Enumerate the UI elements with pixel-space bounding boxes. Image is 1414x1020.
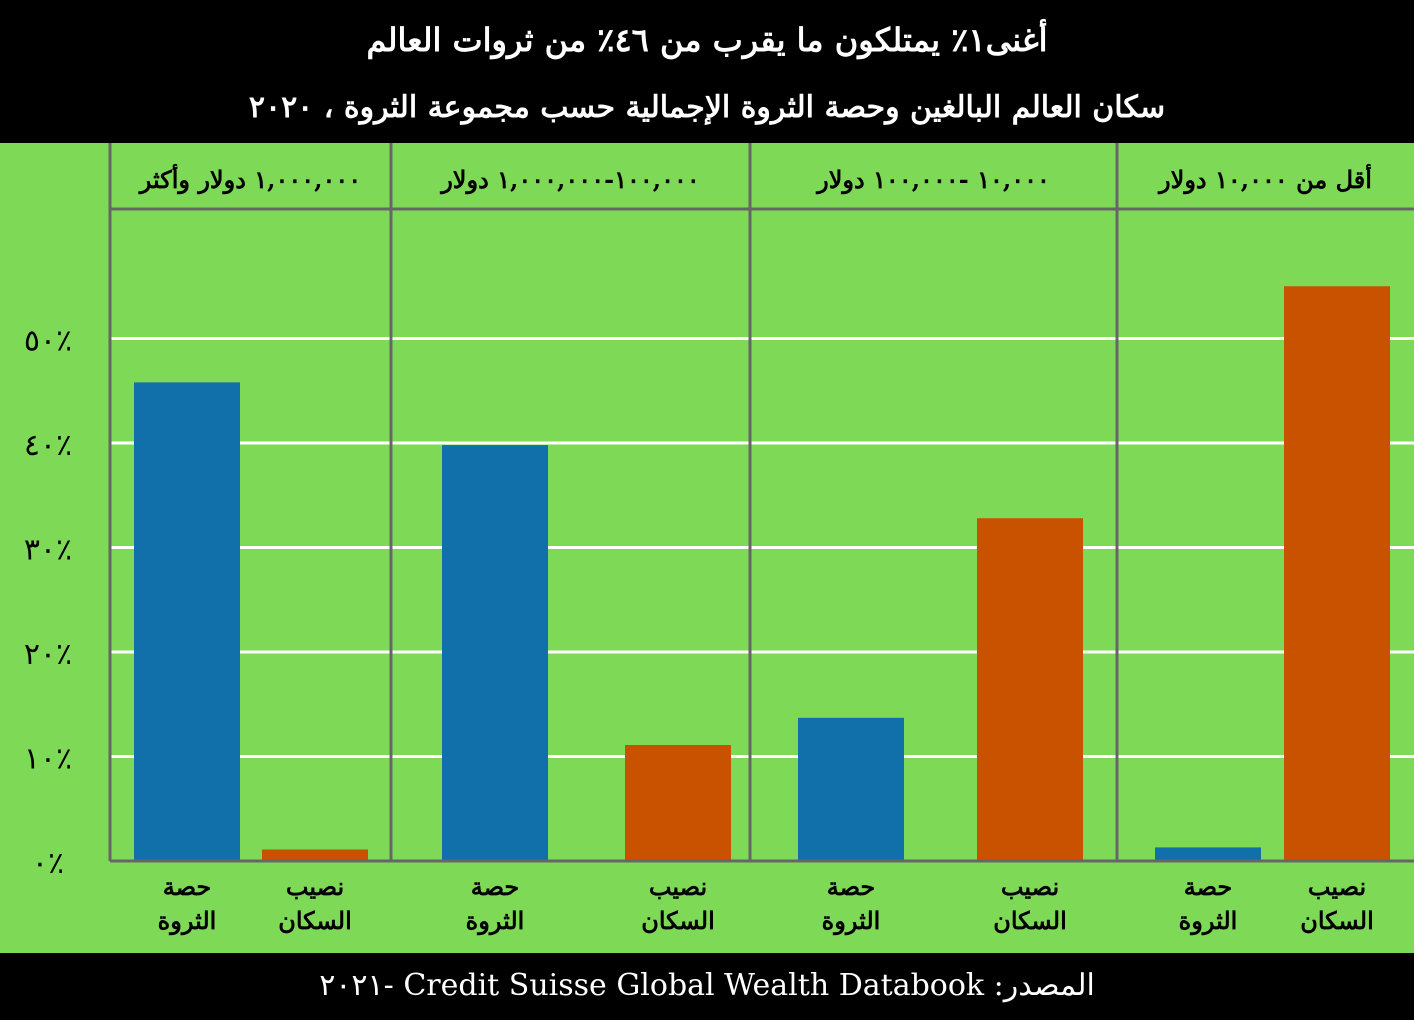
chart-title: أغنى١٪ يمتلكون ما يقرب من ٤٦٪ من ثروات ا… [366,21,1048,59]
bars [134,286,1390,861]
group-label: ١٠,٠٠٠ -١٠٠,٠٠٠ دولار [815,165,1050,195]
bar-label-line2: السكان [1300,906,1374,935]
bar-label-line2: السكان [993,906,1067,935]
chart-subtitle: سكان العالم البالغين وحصة الثروة الإجمال… [248,90,1166,125]
bar-label-line1: حصة [471,872,520,901]
bar-label-line1: نصيب [649,872,707,901]
gridlines [110,337,1414,758]
bar-label-line2: الثروة [158,906,217,936]
y-axis-ticks: ٪٠ ٪١٠ ٪٢٠ ٪٣٠ ٪٤٠ ٪٥٠ [24,324,72,882]
bar-label-line1: حصة [1184,872,1233,901]
bar-wealth [442,445,548,861]
group-dividers [108,143,1414,863]
bar-label-line1: نصيب [1308,872,1366,901]
bar-labels: حصة الثروة نصيب السكان حصة الثروة نصيب السكان حص… [158,872,1374,936]
bar-label-line1: حصة [163,872,212,901]
y-tick-label: ٪٣٠ [24,533,72,568]
group-label: ١,٠٠٠,٠٠٠ دولار وأكثر [138,162,361,195]
y-tick-label: ٪٠ [32,846,64,881]
bar-label-line1: حصة [827,872,876,901]
bar-label-line1: نصيب [1001,872,1059,901]
bar-population [977,518,1083,861]
bar-population [625,745,731,861]
y-tick-label: ٪٢٠ [24,637,72,672]
bar-label-line2: الثروة [466,906,525,936]
bar-label-line2: الثروة [822,906,881,936]
y-tick-label: ٪٥٠ [24,324,72,359]
source-note: المصدر: Credit Suisse Global Wealth Data… [319,968,1095,1003]
bar-label-line2: السكان [278,906,352,935]
group-labels: ١,٠٠٠,٠٠٠ دولار وأكثر ١٠٠,٠٠٠-١,٠٠٠,٠٠٠ د… [138,162,1372,195]
bar-label-line2: الثروة [1179,906,1238,936]
y-tick-label: ٪١٠ [24,742,72,777]
bar-label-line1: نصيب [286,872,344,901]
y-tick-label: ٪٤٠ [24,428,72,463]
bar-wealth [1155,847,1261,861]
bar-wealth [798,717,904,861]
group-label: أقل من ١٠,٠٠٠ دولار [1157,162,1372,195]
bar-label-line2: السكان [641,906,715,935]
group-label: ١٠٠,٠٠٠-١,٠٠٠,٠٠٠ دولار [439,165,700,195]
bar-wealth [134,382,240,861]
bar-chart: ٪٠٪١٠٪٢٠٪٣٠٪٤٠٪٥٠ ١,٠٠٠,٠٠٠ دولار وأكثر ١… [0,143,1414,953]
bar-population [1284,286,1390,861]
bar-population [262,849,368,861]
